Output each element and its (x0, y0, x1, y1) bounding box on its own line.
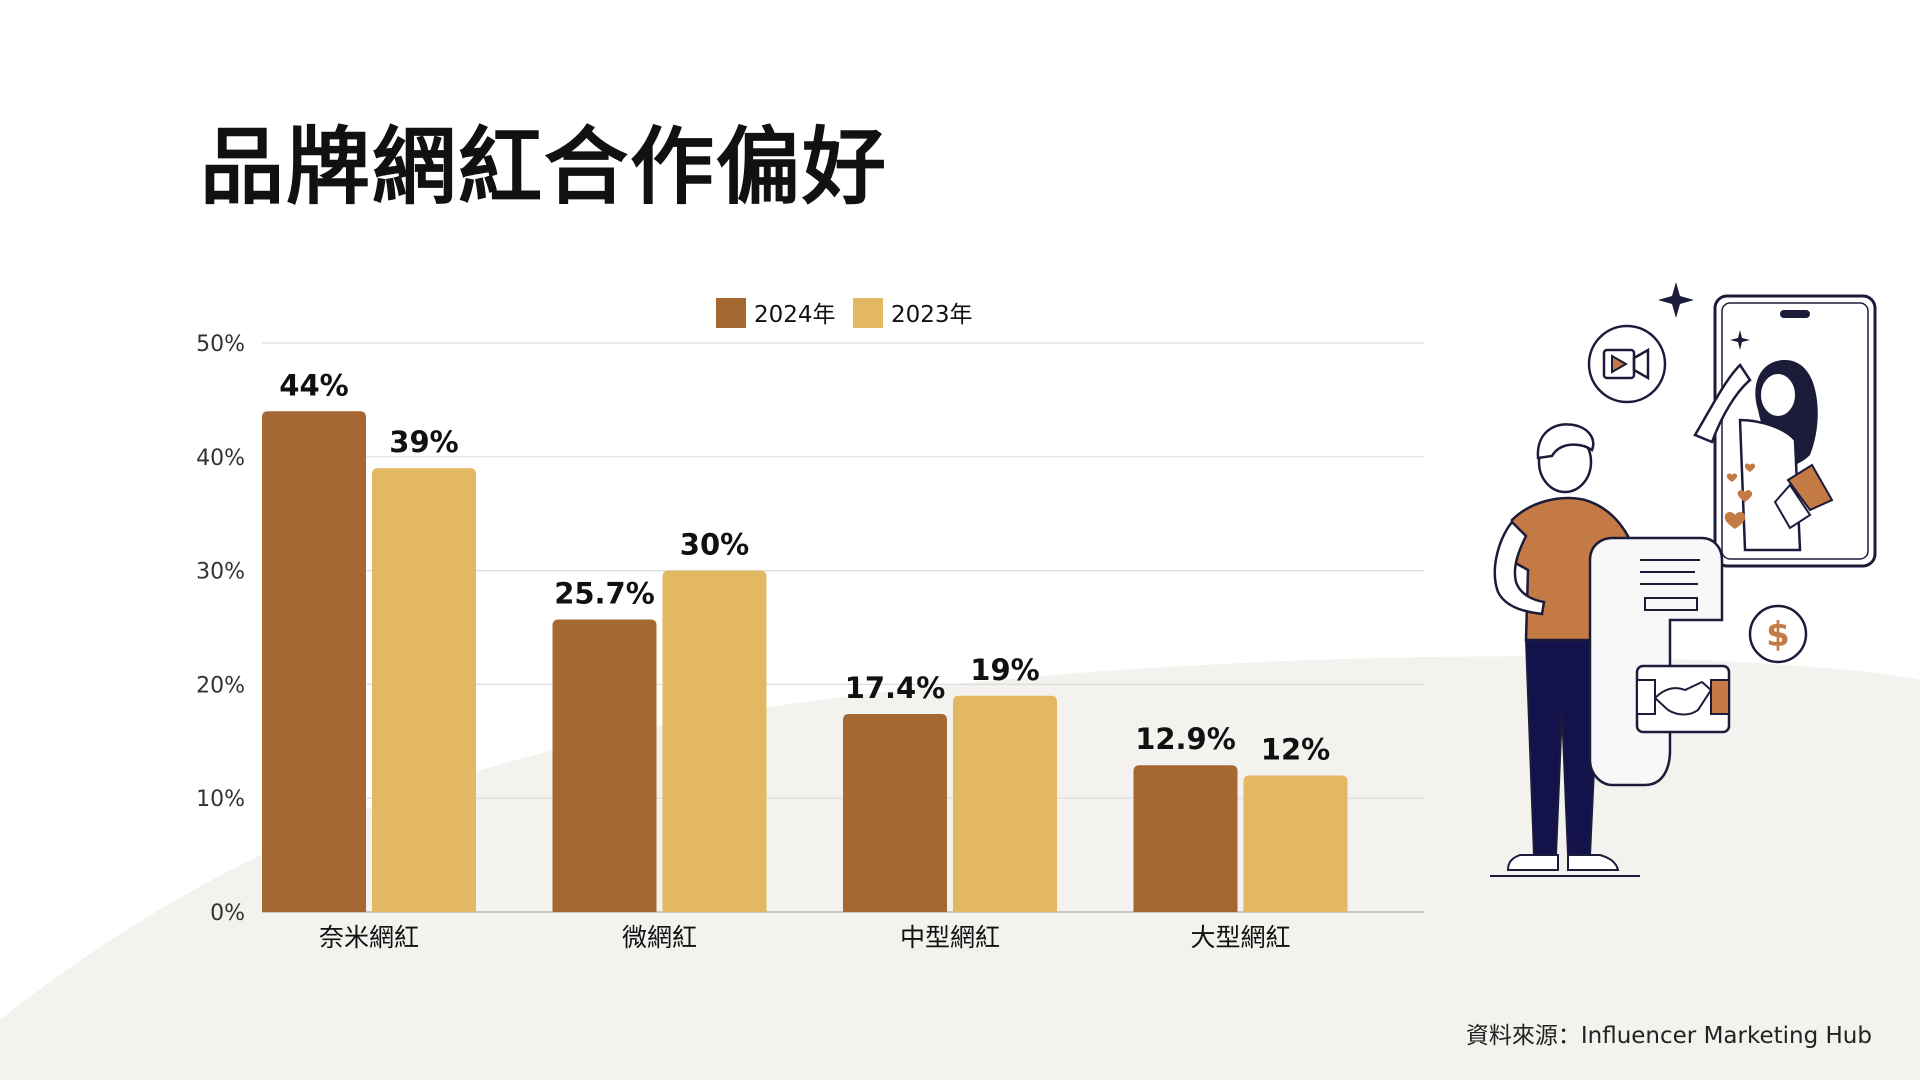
y-tick-label: 40% (196, 446, 245, 471)
bar (662, 570, 767, 912)
data-label: 17.4% (845, 671, 946, 705)
legend-label: 2023年 (891, 302, 973, 328)
video-camera-icon (1587, 324, 1667, 404)
y-tick-label: 20% (196, 673, 245, 698)
legend-label: 2024年 (754, 302, 836, 328)
handshake-icon (1635, 664, 1731, 734)
y-tick-label: 0% (210, 901, 245, 926)
x-tick-label: 大型網紅 (1190, 923, 1290, 952)
bar (1243, 775, 1348, 912)
y-tick-label: 10% (196, 787, 245, 812)
bar (262, 411, 366, 912)
data-label: 12.9% (1135, 722, 1236, 756)
data-label: 25.7% (554, 577, 655, 611)
data-label: 12% (1261, 732, 1330, 766)
page-title: 品牌網紅合作偏好 (200, 118, 889, 216)
data-label: 39% (389, 425, 458, 459)
bar (372, 468, 476, 912)
x-tick-label: 微網紅 (622, 923, 697, 952)
bar (1133, 765, 1238, 912)
influencer-illustration: $ (1490, 282, 1877, 877)
data-label: 44% (279, 368, 348, 402)
y-tick-label: 30% (196, 560, 245, 585)
dollar-coin-icon: $ (1748, 604, 1808, 664)
data-label: 30% (680, 528, 749, 562)
x-tick-label: 奈米網紅 (319, 923, 419, 952)
sparkle-icon (1658, 282, 1694, 318)
bar (953, 695, 1057, 912)
legend-swatch (853, 298, 883, 328)
data-label: 19% (970, 653, 1039, 687)
receipt-icon (1588, 536, 1724, 787)
x-tick-label: 中型網紅 (900, 923, 1000, 952)
legend-swatch (716, 298, 746, 328)
heart-icon (1724, 463, 1756, 529)
bar (843, 713, 947, 912)
y-tick-label: 50% (196, 332, 245, 357)
svg-text:$: $ (1766, 615, 1790, 655)
bar (552, 619, 657, 912)
smartphone-icon (1693, 294, 1877, 568)
source-note: 資料來源：Influencer Marketing Hub (1465, 1023, 1872, 1049)
